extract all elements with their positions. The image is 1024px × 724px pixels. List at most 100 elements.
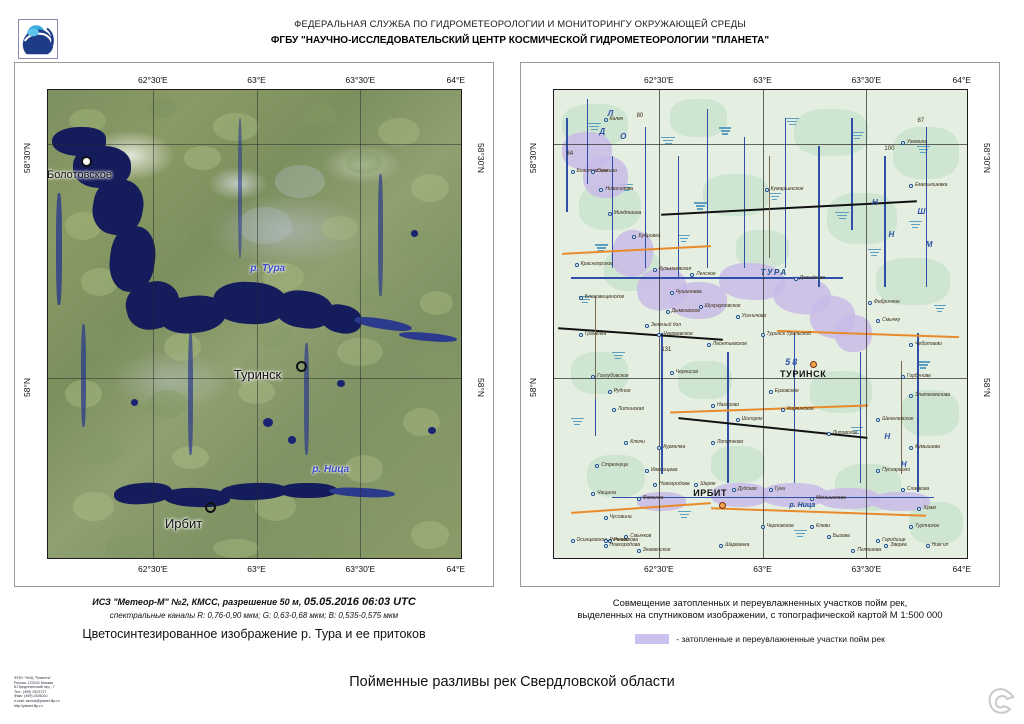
village-dot bbox=[657, 445, 662, 450]
village-marker[interactable]: Назарово bbox=[710, 402, 739, 408]
village-marker[interactable]: Храм bbox=[917, 505, 936, 511]
village-marker[interactable]: Чусовина bbox=[603, 514, 632, 520]
city-marker-irbit[interactable]: Ирбит bbox=[165, 501, 216, 531]
village-marker[interactable]: Леонтьевское bbox=[706, 341, 747, 347]
village-marker[interactable]: Турпнское bbox=[909, 523, 939, 530]
address-line: http://planet.iitp.ru bbox=[14, 703, 43, 708]
city-marker-bolotovskoe[interactable]: Болотовское bbox=[48, 155, 112, 181]
village-marker[interactable]: Чернисов bbox=[669, 369, 698, 375]
village-dot bbox=[900, 487, 905, 492]
village-marker[interactable]: Благовещенское bbox=[578, 294, 624, 300]
village-marker[interactable]: Чеботаево bbox=[909, 341, 942, 347]
village-marker[interactable]: Чукреевское bbox=[657, 331, 693, 338]
village-marker[interactable]: Смычков bbox=[624, 533, 651, 539]
footer-address-block: ФГБУ "НИЦ "Планета" Россия, 123242 Москв… bbox=[14, 676, 164, 708]
village-marker[interactable]: Гоглубовское bbox=[591, 373, 629, 380]
graticule-horizontal-2 bbox=[554, 377, 967, 379]
village-marker[interactable]: Шарманка bbox=[719, 542, 749, 548]
village-marker[interactable]: Новгородова bbox=[603, 542, 640, 548]
village-marker[interactable]: Смычку bbox=[876, 317, 900, 324]
village-marker[interactable]: Шипоряг bbox=[735, 416, 763, 422]
river-line bbox=[743, 136, 746, 268]
village-marker[interactable]: Бызова bbox=[826, 533, 850, 539]
village-marker[interactable]: Граненка bbox=[578, 331, 606, 338]
village-dot bbox=[624, 534, 629, 539]
village-marker[interactable]: Усеничово bbox=[735, 313, 766, 319]
swamp-symbol bbox=[677, 511, 691, 519]
graticule-vertical-3 bbox=[359, 90, 361, 558]
swamp-symbol bbox=[570, 417, 584, 425]
village-marker[interactable]: Зверка bbox=[884, 542, 907, 548]
village-marker[interactable]: Знаменское bbox=[636, 547, 671, 553]
village-marker[interactable]: Новгородова bbox=[653, 481, 690, 488]
village-marker[interactable]: Фабричное bbox=[867, 299, 900, 305]
village-label: Речкалова bbox=[613, 537, 639, 544]
axis-bottom-label-2: 63°E bbox=[247, 564, 266, 574]
town-marker-irbit[interactable]: ИРБИТ bbox=[693, 488, 727, 509]
village-marker[interactable]: Туринск Уральский bbox=[760, 331, 811, 338]
village-dot bbox=[669, 291, 674, 296]
legend-swatch-flood bbox=[635, 634, 670, 644]
village-marker[interactable]: Фоминка bbox=[636, 495, 663, 502]
village-marker[interactable]: Шухрауповское bbox=[698, 303, 741, 310]
village-marker[interactable]: Осинцевское bbox=[570, 537, 607, 544]
village-marker[interactable]: Бубровка bbox=[632, 233, 660, 240]
village-dot bbox=[607, 539, 612, 544]
village-label: Ужевина bbox=[906, 139, 928, 146]
village-marker[interactable]: Сладкова bbox=[900, 486, 929, 492]
village-marker[interactable]: Пуснареоло bbox=[876, 467, 910, 474]
village-marker[interactable]: Ерзовское bbox=[768, 388, 799, 394]
village-marker[interactable]: Коркинское bbox=[781, 406, 814, 413]
axis-bottom-label-4: 64°E bbox=[952, 564, 972, 574]
village-marker[interactable]: Давыдково bbox=[793, 275, 825, 282]
village-marker[interactable]: Рудное bbox=[607, 388, 631, 394]
village-marker[interactable]: Ним ип bbox=[925, 542, 948, 548]
village-marker[interactable]: Липовское bbox=[826, 430, 857, 436]
village-marker[interactable]: Стрезнуца bbox=[595, 462, 628, 469]
village-marker[interactable]: Калач bbox=[603, 116, 623, 123]
village-marker[interactable]: Речнева bbox=[603, 537, 629, 544]
satellite-image[interactable]: Болотовское Туринск Ирбит р. Тура р. Ниц… bbox=[47, 89, 462, 559]
village-marker[interactable]: Гуни bbox=[768, 486, 785, 492]
village-marker[interactable]: Кумарьинское bbox=[764, 186, 804, 193]
forest-patch bbox=[669, 99, 728, 137]
village-marker[interactable]: Ленское bbox=[690, 271, 716, 277]
village-marker[interactable]: Речкалова bbox=[607, 537, 638, 544]
village-marker[interactable]: Чащина bbox=[591, 490, 616, 497]
village-marker[interactable]: Черновское bbox=[760, 523, 794, 530]
village-marker[interactable]: Ужевина bbox=[900, 139, 927, 146]
swamp-symbol bbox=[867, 249, 881, 257]
village-marker[interactable]: Пгляшева bbox=[851, 547, 881, 553]
village-marker[interactable]: Лопатково bbox=[710, 439, 743, 445]
village-label: Черновское bbox=[766, 523, 794, 530]
city-marker-turinsk[interactable]: Туринск bbox=[234, 361, 307, 382]
village-marker[interactable]: Иванищева bbox=[644, 467, 678, 474]
village-marker[interactable]: Зеленый дол bbox=[644, 322, 681, 328]
village-marker[interactable]: Кумышева bbox=[909, 444, 940, 450]
village-marker[interactable]: Красноярское bbox=[574, 261, 613, 268]
village-marker[interactable]: Чушиновка bbox=[669, 289, 702, 296]
topographic-map[interactable]: 80 87 84 100 131 58 Л Д О Н Ш Н М Н Н ТУ… bbox=[553, 89, 968, 559]
village-dot bbox=[735, 314, 740, 319]
graticule-horizontal-1 bbox=[48, 143, 461, 145]
village-marker[interactable]: Курмичка bbox=[657, 444, 685, 450]
town-marker-turinsk[interactable]: ТУРИНСК bbox=[780, 361, 826, 379]
village-marker[interactable]: Болотовское bbox=[570, 168, 608, 174]
village-marker[interactable]: Кузьмаевская bbox=[653, 266, 691, 272]
village-marker[interactable]: Санкино bbox=[591, 168, 617, 174]
village-marker[interactable]: Горбунове bbox=[900, 373, 931, 380]
village-marker[interactable]: Клеви bbox=[810, 523, 830, 530]
village-marker[interactable]: Литинская bbox=[611, 406, 644, 413]
village-marker[interactable]: Емельяшевка bbox=[909, 182, 947, 188]
village-marker[interactable]: Новоселова bbox=[599, 186, 633, 193]
village-marker[interactable]: Златкоминова bbox=[909, 392, 950, 399]
village-marker[interactable]: Дудская bbox=[731, 486, 757, 492]
village-marker[interactable]: Шкряе bbox=[694, 481, 716, 488]
village-marker[interactable]: Ключи bbox=[624, 439, 645, 445]
village-marker[interactable]: Миндяшина bbox=[607, 210, 641, 216]
town-dot bbox=[719, 501, 727, 509]
village-marker[interactable]: Шенелевское bbox=[876, 416, 913, 422]
village-marker[interactable]: Городище bbox=[876, 537, 906, 544]
village-marker[interactable]: Дымковское bbox=[665, 308, 700, 314]
village-marker[interactable]: Меньшикова bbox=[810, 495, 846, 502]
